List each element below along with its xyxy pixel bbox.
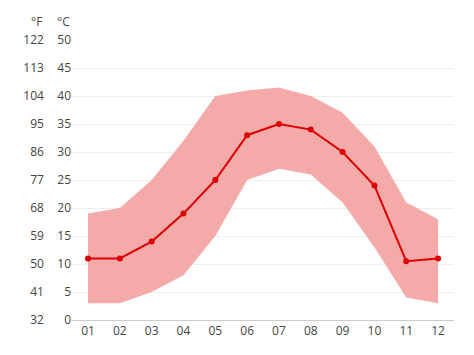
- svg-text:5: 5: [64, 283, 71, 300]
- svg-text:12: 12: [431, 322, 445, 339]
- svg-text:08: 08: [304, 322, 318, 339]
- svg-text:20: 20: [57, 199, 71, 216]
- svg-text:86: 86: [30, 143, 44, 160]
- svg-text:10: 10: [368, 322, 382, 339]
- svg-text:03: 03: [145, 322, 159, 339]
- svg-text:30: 30: [57, 143, 71, 160]
- svg-text:11: 11: [399, 322, 413, 339]
- svg-text:05: 05: [208, 322, 222, 339]
- svg-text:32: 32: [30, 311, 44, 328]
- svg-text:15: 15: [57, 227, 71, 244]
- svg-text:09: 09: [336, 322, 350, 339]
- svg-text:77: 77: [30, 171, 44, 188]
- svg-text:02: 02: [113, 322, 127, 339]
- svg-text:°C: °C: [57, 13, 70, 30]
- svg-text:01: 01: [81, 322, 95, 339]
- svg-text:50: 50: [57, 31, 71, 48]
- svg-text:06: 06: [240, 322, 254, 339]
- svg-text:04: 04: [177, 322, 191, 339]
- svg-text:07: 07: [272, 322, 286, 339]
- svg-text:35: 35: [57, 115, 71, 132]
- svg-text:°F: °F: [31, 13, 42, 30]
- svg-text:50: 50: [30, 255, 44, 272]
- svg-text:40: 40: [57, 87, 71, 104]
- svg-text:104: 104: [23, 87, 44, 104]
- svg-text:0: 0: [64, 311, 71, 328]
- svg-text:41: 41: [30, 283, 44, 300]
- svg-text:68: 68: [30, 199, 44, 216]
- svg-text:113: 113: [23, 59, 44, 76]
- svg-text:10: 10: [57, 255, 71, 272]
- svg-text:45: 45: [57, 59, 71, 76]
- svg-text:25: 25: [57, 171, 71, 188]
- svg-text:59: 59: [30, 227, 44, 244]
- svg-text:95: 95: [30, 115, 44, 132]
- svg-text:122: 122: [23, 31, 44, 48]
